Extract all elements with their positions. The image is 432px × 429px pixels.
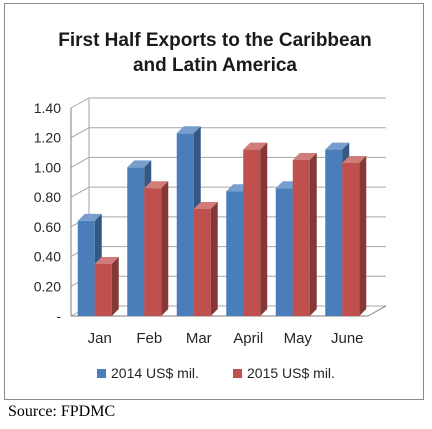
bar-front <box>226 191 244 316</box>
y-tick-label: 1.40 <box>34 100 61 116</box>
bar-2015-may <box>292 153 317 316</box>
chart-title-line-2: and Latin America <box>132 55 297 76</box>
bar-2015-april <box>243 142 268 316</box>
bar-top <box>127 160 152 168</box>
bar-2015-jan <box>94 257 119 316</box>
legend: 2014 US$ mil. 2015 US$ mil. <box>97 365 335 381</box>
y-tick-label: 1.20 <box>34 130 61 146</box>
gridline-side <box>70 156 90 168</box>
bar-top <box>243 142 268 150</box>
x-tick-label: Jan <box>88 330 112 347</box>
bar-top <box>292 153 317 160</box>
floor-edge <box>367 305 387 317</box>
y-tick-labels: - 0.20 0.40 0.60 0.80 1.00 1.20 1.40 <box>34 100 62 324</box>
gridline-side <box>70 127 90 139</box>
y-tick-label: 0.60 <box>34 219 61 235</box>
bar-2015-june <box>342 155 367 316</box>
bar-top <box>325 142 350 150</box>
x-tick-label: April <box>233 330 263 347</box>
gridline-side <box>70 186 90 198</box>
source-note: Source: FPDMC <box>8 403 116 420</box>
x-tick-label: June <box>331 330 364 347</box>
bar-front <box>127 167 145 316</box>
bar-front <box>176 133 194 316</box>
bar-front <box>77 220 95 316</box>
bar-side <box>161 181 169 316</box>
bar-top <box>94 257 119 264</box>
bar-2015-feb <box>144 181 169 316</box>
bar-front <box>292 160 310 316</box>
x-tick-label: Feb <box>136 330 162 347</box>
x-tick-labels: Jan Feb Mar April May June <box>88 330 364 347</box>
bar-front <box>243 149 261 316</box>
bar-top <box>77 213 102 221</box>
x-tick-label: Mar <box>186 330 212 347</box>
bars <box>77 126 367 316</box>
bar-top <box>193 202 218 210</box>
bar-chart: - 0.20 0.40 0.60 0.80 1.00 1.20 1.40 Jan Feb Mar A… <box>34 97 387 381</box>
legend-swatch <box>233 369 242 378</box>
y-tick-label: 0.40 <box>34 249 61 265</box>
bar-side <box>210 202 218 316</box>
legend-swatch <box>97 369 106 378</box>
bar-front <box>144 188 162 316</box>
bar-front <box>275 188 293 316</box>
y-tick-label: 0.80 <box>34 189 61 205</box>
bar-side <box>111 257 119 316</box>
chart-title-line-1: First Half Exports to the Caribbean <box>58 30 372 51</box>
y-tick-label: - <box>56 308 61 324</box>
legend-label: 2014 US$ mil. <box>111 365 199 381</box>
gridline-side <box>70 97 90 109</box>
y-tick-label: 0.20 <box>34 278 61 294</box>
bar-top <box>176 126 201 134</box>
bar-side <box>359 155 367 316</box>
bar-side <box>260 142 268 316</box>
bar-top <box>342 155 367 163</box>
y-tick-label: 1.00 <box>34 159 61 175</box>
bar-front <box>193 209 211 316</box>
bar-side <box>309 153 317 316</box>
bar-front <box>342 162 360 316</box>
x-tick-label: May <box>284 330 313 347</box>
bar-front <box>94 264 112 316</box>
legend-label: 2015 US$ mil. <box>247 365 335 381</box>
bar-top <box>144 181 169 189</box>
bar-2015-mar <box>193 202 218 316</box>
bar-front <box>325 149 343 316</box>
